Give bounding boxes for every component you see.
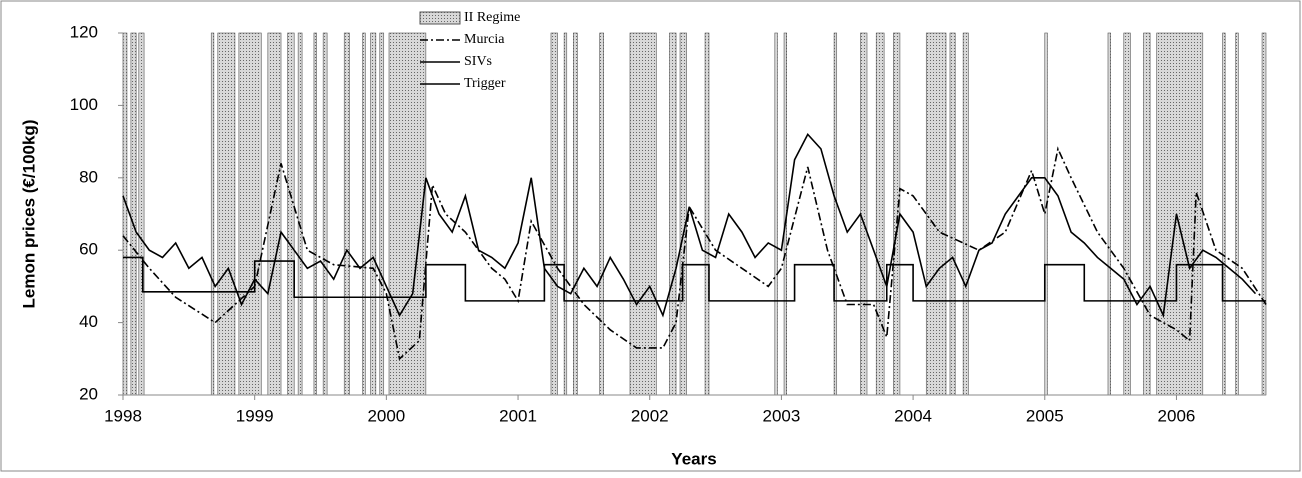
x-tick-label: 2000 (367, 406, 405, 425)
regime-band (322, 32, 328, 396)
y-tick-label: 60 (79, 240, 98, 259)
y-tick-label: 40 (79, 312, 98, 331)
y-tick-label: 80 (79, 167, 98, 186)
regime-band (138, 32, 145, 396)
x-tick-label: 2002 (631, 406, 669, 425)
regime-band (679, 32, 687, 396)
legend-label: Murcia (464, 32, 505, 47)
legend-label: SIVs (464, 54, 492, 69)
regime-band (267, 32, 282, 396)
y-tick-label: 120 (70, 22, 98, 41)
regime-band (550, 32, 558, 396)
regime-band (962, 32, 969, 396)
series-line (122, 146, 1267, 361)
regime-band (1123, 32, 1131, 396)
regime-band (1143, 32, 1151, 396)
regime-band (130, 32, 137, 396)
regime-band (297, 32, 303, 396)
legend-swatch (419, 11, 461, 25)
regime-band (833, 32, 838, 396)
regime-band (704, 32, 710, 396)
regime-band (563, 32, 568, 396)
y-tick-label: 20 (79, 384, 98, 403)
series-line (123, 256, 1266, 302)
regime-band (925, 32, 947, 396)
y-axis-label: Lemon prices (€/100kg) (19, 120, 38, 309)
regime-band (860, 32, 868, 396)
regime-band (599, 32, 604, 396)
regime-band (1261, 32, 1267, 396)
regime-band (1156, 32, 1204, 396)
regime-band (122, 32, 128, 396)
regime-band (362, 32, 366, 396)
x-tick-label: 1999 (236, 406, 274, 425)
regime-band (370, 32, 377, 396)
regime-band (875, 32, 885, 396)
regime-band (343, 32, 350, 396)
x-tick-label: 2005 (1026, 406, 1064, 425)
regime-band (287, 32, 295, 396)
regime-band (893, 32, 901, 396)
x-tick-label: 1998 (104, 406, 142, 425)
regime-band (949, 32, 956, 396)
regime-band (217, 32, 236, 396)
regime-band (238, 32, 262, 396)
regime-band (1107, 32, 1111, 396)
x-tick-label: 2004 (894, 406, 932, 425)
legend-label: II Regime (464, 10, 520, 25)
regime-band (388, 32, 427, 396)
regime-band (1235, 32, 1239, 396)
x-axis-label: Years (671, 449, 716, 468)
regime-band (313, 32, 317, 396)
legend-label: Trigger (464, 76, 506, 91)
regime-band (1044, 32, 1048, 396)
x-tick-label: 2001 (499, 406, 537, 425)
x-tick-label: 2006 (1158, 406, 1196, 425)
regime-band (573, 32, 578, 396)
regime-band (379, 32, 385, 396)
y-tick-label: 100 (70, 95, 98, 114)
x-tick-label: 2003 (762, 406, 800, 425)
series-line (122, 132, 1257, 319)
regime-band (669, 32, 677, 396)
regime-band (774, 32, 778, 396)
regime-band (210, 32, 215, 396)
regime-band (629, 32, 657, 396)
regime-band (1222, 32, 1226, 396)
